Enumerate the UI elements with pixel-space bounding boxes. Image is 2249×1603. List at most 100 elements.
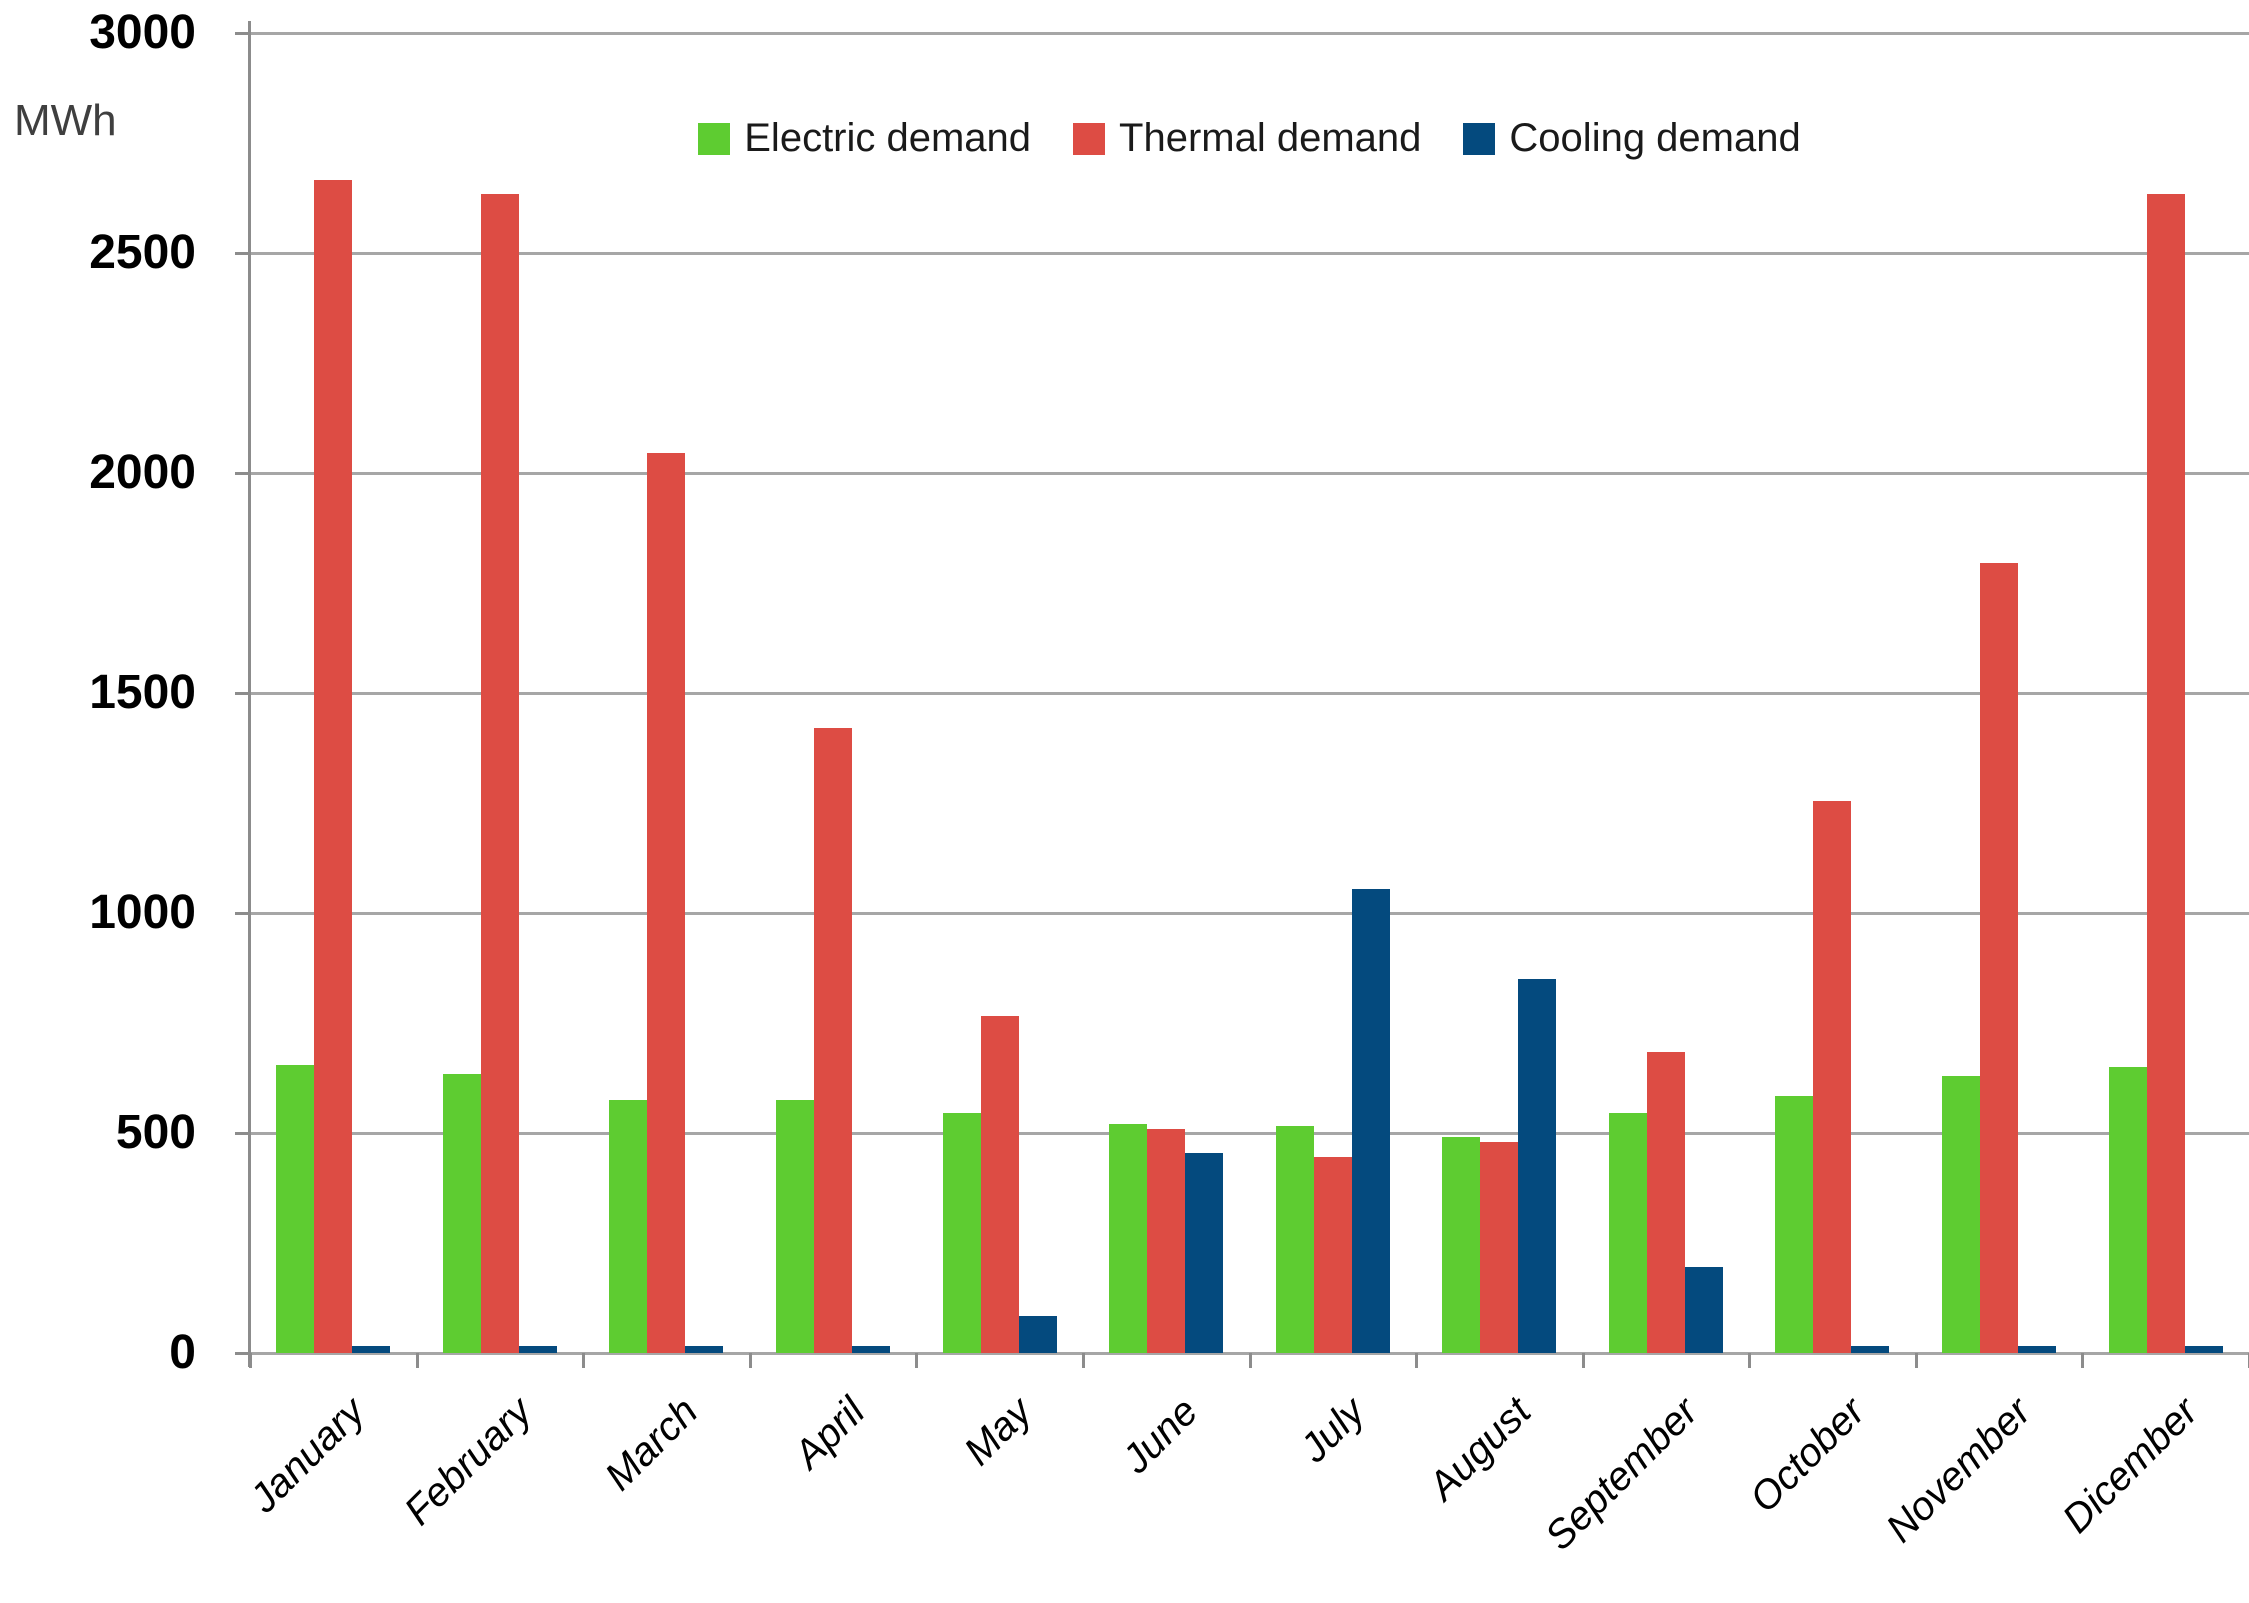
bar-thermal-demand-dicember xyxy=(2146,193,2185,1353)
y-axis-line xyxy=(248,21,251,1367)
bar-thermal-demand-september xyxy=(1646,1051,1685,1353)
x-axis-tick-mark xyxy=(2081,1353,2085,1368)
bar-thermal-demand-may xyxy=(980,1016,1019,1353)
x-axis-label-november: November xyxy=(1877,1389,2040,1551)
y-axis-tick-mark xyxy=(235,1352,250,1355)
bar-thermal-demand-november xyxy=(1980,563,2019,1353)
bar-group-january xyxy=(250,33,417,1353)
bar-cooling-demand-february xyxy=(518,1346,557,1353)
bar-cooling-demand-april xyxy=(852,1346,891,1353)
bar-thermal-demand-january xyxy=(314,180,353,1353)
legend-item-thermal-demand: Thermal demand xyxy=(1073,116,1421,161)
bar-cooling-demand-july xyxy=(1351,888,1390,1353)
bar-electric-demand-may xyxy=(942,1113,981,1353)
x-axis-tick-mark xyxy=(748,1353,752,1368)
x-axis-label-october: October xyxy=(1741,1389,1873,1522)
bar-electric-demand-august xyxy=(1442,1137,1481,1353)
x-axis-label-february: February xyxy=(395,1389,541,1534)
bar-cooling-demand-dicember xyxy=(2184,1346,2223,1353)
bar-cooling-demand-march xyxy=(685,1346,724,1353)
gridline xyxy=(250,32,2249,35)
bar-thermal-demand-june xyxy=(1147,1128,1186,1353)
bar-group-july xyxy=(1249,33,1416,1353)
bar-electric-demand-september xyxy=(1608,1113,1647,1353)
bar-group-september xyxy=(1583,33,1750,1353)
bar-thermal-demand-october xyxy=(1813,800,1852,1353)
x-axis-label-september: September xyxy=(1536,1389,1707,1559)
legend-label: Cooling demand xyxy=(1509,116,1801,160)
bar-electric-demand-october xyxy=(1775,1095,1814,1353)
bar-group-november xyxy=(1916,33,2083,1353)
bar-thermal-demand-april xyxy=(814,728,853,1353)
y-axis-tick-label: 500 xyxy=(115,1106,196,1159)
bar-group-june xyxy=(1083,33,1250,1353)
bar-group-october xyxy=(1749,33,1916,1353)
y-axis-tick-mark xyxy=(235,692,250,695)
y-axis-tick-label: 1000 xyxy=(89,886,196,939)
bar-electric-demand-february xyxy=(442,1073,481,1353)
x-axis-tick-mark xyxy=(1248,1353,1252,1368)
x-axis-tick-mark xyxy=(915,1353,919,1368)
gridline xyxy=(250,692,2249,695)
x-axis-tick-mark xyxy=(582,1353,586,1368)
y-axis-tick-label: 0 xyxy=(169,1326,196,1379)
bar-cooling-demand-november xyxy=(2018,1346,2057,1353)
x-axis-label-july: July xyxy=(1291,1389,1374,1471)
bar-group-dicember xyxy=(2082,33,2249,1353)
bar-electric-demand-dicember xyxy=(2108,1067,2147,1353)
bar-electric-demand-june xyxy=(1109,1124,1148,1353)
legend-swatch-cooling-demand xyxy=(1463,122,1496,155)
y-axis-tick-label: 3000 xyxy=(89,6,196,59)
bar-group-february xyxy=(417,33,584,1353)
y-axis-tick-mark xyxy=(235,1132,250,1135)
bar-electric-demand-january xyxy=(276,1064,315,1353)
x-axis-label-dicember: Dicember xyxy=(2053,1389,2207,1542)
legend-swatch-electric-demand xyxy=(698,122,731,155)
plot-area xyxy=(235,21,2249,1368)
gridline xyxy=(250,1132,2249,1135)
x-axis-label-august: August xyxy=(1420,1389,1540,1509)
bar-cooling-demand-october xyxy=(1851,1346,1890,1353)
x-axis-label-march: March xyxy=(597,1389,707,1499)
y-axis-tick-label: 2500 xyxy=(89,226,196,279)
gridline xyxy=(250,252,2249,255)
bar-cooling-demand-september xyxy=(1684,1267,1723,1353)
bar-electric-demand-july xyxy=(1275,1126,1314,1353)
x-axis-tick-mark xyxy=(1081,1353,1085,1368)
legend-item-electric-demand: Electric demand xyxy=(698,116,1031,161)
y-axis-tick-mark xyxy=(235,252,250,255)
legend-label: Electric demand xyxy=(744,116,1032,160)
bar-thermal-demand-august xyxy=(1480,1141,1519,1353)
bar-thermal-demand-march xyxy=(647,453,686,1353)
bar-groups xyxy=(250,33,2249,1353)
x-axis-label-january: January xyxy=(241,1389,374,1522)
legend-label: Thermal demand xyxy=(1119,116,1422,160)
bar-electric-demand-march xyxy=(609,1100,648,1353)
x-axis-tick-mark xyxy=(1914,1353,1918,1368)
bar-cooling-demand-june xyxy=(1185,1152,1224,1353)
x-axis-tick-mark xyxy=(415,1353,419,1368)
legend: Electric demand Thermal demand Cooling dem… xyxy=(250,116,2249,161)
y-axis-tick-mark xyxy=(235,912,250,915)
gridline xyxy=(250,472,2249,475)
y-axis-tick-label: 1500 xyxy=(89,666,196,719)
x-axis-tick-mark xyxy=(1581,1353,1585,1368)
bar-group-april xyxy=(750,33,917,1353)
x-axis-tick-mark xyxy=(249,1353,252,1368)
bar-group-may xyxy=(916,33,1083,1353)
bar-thermal-demand-july xyxy=(1313,1157,1352,1353)
bar-cooling-demand-january xyxy=(352,1346,391,1353)
legend-item-cooling-demand: Cooling demand xyxy=(1463,116,1801,161)
y-axis-tick-label: 2000 xyxy=(89,446,196,499)
y-axis-tick-mark xyxy=(235,32,250,35)
x-axis-tick-mark xyxy=(1748,1353,1752,1368)
y-axis-tick-labels: 3000 2500 2000 1500 1000 500 0 xyxy=(0,9,196,1377)
bar-group-august xyxy=(1416,33,1583,1353)
y-axis-unit-label: MWh xyxy=(14,96,117,145)
x-axis-label-may: May xyxy=(955,1389,1041,1474)
bar-group-march xyxy=(583,33,750,1353)
x-axis-tick-mark xyxy=(1415,1353,1419,1368)
bar-electric-demand-april xyxy=(776,1100,815,1353)
x-axis-label-april: April xyxy=(785,1389,874,1477)
